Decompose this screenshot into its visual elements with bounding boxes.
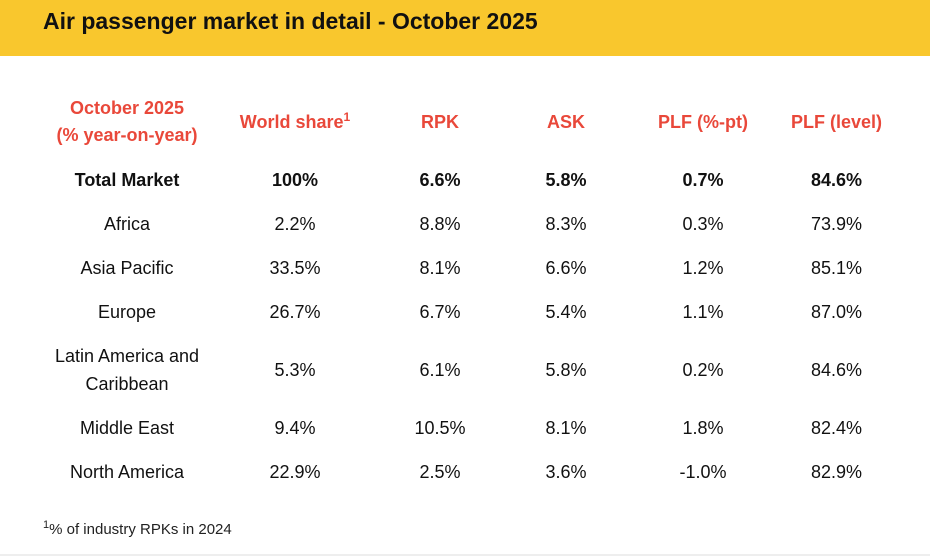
cell-ask: 6.6% xyxy=(545,258,587,278)
table-row-latin-america: Latin America and Caribbean 5.3% 6.1% 5.… xyxy=(40,334,895,406)
cell-rpk: 2.5% xyxy=(419,462,461,482)
cell-rpk: 10.5% xyxy=(414,418,466,438)
cell-plf-level: 84.6% xyxy=(810,360,863,380)
column-header-plf-pt: PLF (%-pt) xyxy=(658,111,748,132)
cell-world-share: 2.2% xyxy=(274,214,316,234)
table-row-africa: Africa 2.2% 8.8% 8.3% 0.3% 73.9% xyxy=(40,202,895,246)
cell-plf-pt: 1.1% xyxy=(682,302,724,322)
cell-region: Africa xyxy=(103,214,150,234)
cell-world-share: 22.9% xyxy=(269,462,321,482)
cell-region: Total Market xyxy=(74,170,180,190)
cell-rpk: 6.1% xyxy=(419,360,461,380)
cell-plf-level: 84.6% xyxy=(810,170,863,190)
cell-region: Middle East xyxy=(79,418,175,438)
cell-plf-level: 82.9% xyxy=(810,462,863,482)
cell-plf-pt: 0.2% xyxy=(682,360,724,380)
column-header-plf-level: PLF (level) xyxy=(790,111,883,132)
cell-plf-pt: 0.3% xyxy=(682,214,724,234)
cell-region-line2: Caribbean xyxy=(85,374,169,394)
table-row-total-market: Total Market 100% 6.6% 5.8% 0.7% 84.6% xyxy=(40,158,895,202)
cell-rpk: 8.1% xyxy=(419,258,461,278)
table-row-north-america: North America 22.9% 2.5% 3.6% -1.0% 82.9… xyxy=(40,450,895,494)
cell-plf-pt: 1.2% xyxy=(682,258,724,278)
footnote-marker: 1 xyxy=(343,109,351,124)
cell-region: Asia Pacific xyxy=(80,258,174,278)
cell-world-share: 9.4% xyxy=(274,418,316,438)
table-header-row: October 2025 (% year-on-year) World shar… xyxy=(40,86,895,158)
cell-ask: 5.8% xyxy=(545,360,587,380)
cell-plf-pt: -1.0% xyxy=(679,462,727,482)
table-row-asia-pacific: Asia Pacific 33.5% 8.1% 6.6% 1.2% 85.1% xyxy=(40,246,895,290)
cell-ask: 3.6% xyxy=(545,462,587,482)
cell-world-share: 100% xyxy=(271,170,319,190)
cell-ask: 8.1% xyxy=(545,418,587,438)
column-header-region-line1: October 2025 xyxy=(69,98,185,118)
cell-plf-pt: 0.7% xyxy=(682,170,724,190)
column-header-ask: ASK xyxy=(546,111,585,132)
cell-world-share: 33.5% xyxy=(269,258,321,278)
footnote: 1% of industry RPKs in 2024 xyxy=(43,519,232,539)
cell-ask: 5.4% xyxy=(545,302,587,322)
column-header-world-share: World share1 xyxy=(214,86,376,158)
cell-rpk: 6.6% xyxy=(419,170,461,190)
cell-rpk: 6.7% xyxy=(419,302,461,322)
cell-region: Europe xyxy=(97,302,157,322)
cell-region: North America xyxy=(69,462,185,482)
market-table: October 2025 (% year-on-year) World shar… xyxy=(40,86,895,494)
table-row-middle-east: Middle East 9.4% 10.5% 8.1% 1.8% 82.4% xyxy=(40,406,895,450)
cell-region-line1: Latin America and xyxy=(54,346,200,366)
cell-plf-level: 73.9% xyxy=(810,214,863,234)
cell-plf-level: 85.1% xyxy=(810,258,863,278)
footnote-number: 1 xyxy=(43,519,50,531)
page-title: Air passenger market in detail - October… xyxy=(43,8,538,34)
cell-plf-level: 82.4% xyxy=(810,418,863,438)
cell-ask: 5.8% xyxy=(545,170,587,190)
cell-ask: 8.3% xyxy=(545,214,587,234)
cell-world-share: 5.3% xyxy=(274,360,316,380)
column-header-world-share-label: World share xyxy=(239,111,344,132)
cell-world-share: 26.7% xyxy=(269,302,321,322)
column-header-region-line2: (% year-on-year) xyxy=(56,125,198,145)
bottom-divider xyxy=(0,554,930,556)
title-banner: Air passenger market in detail - October… xyxy=(0,0,930,56)
cell-region: Latin America and Caribbean xyxy=(40,334,214,406)
footnote-text: % of industry RPKs in 2024 xyxy=(49,521,232,538)
cell-plf-pt: 1.8% xyxy=(682,418,724,438)
table-row-europe: Europe 26.7% 6.7% 5.4% 1.1% 87.0% xyxy=(40,290,895,334)
cell-plf-level: 87.0% xyxy=(810,302,863,322)
cell-rpk: 8.8% xyxy=(419,214,461,234)
column-header-rpk: RPK xyxy=(420,111,459,132)
column-header-region: October 2025 (% year-on-year) xyxy=(40,86,214,158)
